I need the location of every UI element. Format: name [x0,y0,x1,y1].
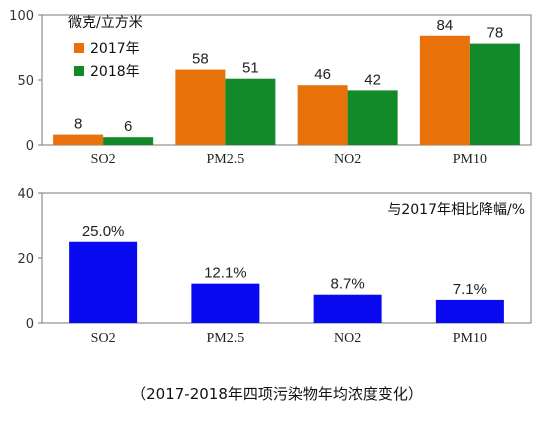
y-tick-label: 0 [26,139,34,154]
bar-no2-2018 [347,90,398,145]
data-label: 8.7% [331,276,365,293]
legend-swatch-2018 [74,66,84,76]
y-tick-label: 0 [26,317,34,332]
data-label: 7.1% [453,281,487,298]
data-label: 42 [364,71,381,88]
y-tick-label: 40 [17,187,34,202]
bar-no2-2017 [297,85,348,145]
category-label: NO2 [334,152,361,167]
top-legend: 2017年 2018年 [74,41,140,80]
y-tick-label: 100 [9,9,34,24]
legend-label-2017: 2017年 [90,41,140,57]
category-label: NO2 [334,331,361,346]
legend-swatch-2017 [74,43,84,53]
category-label: SO2 [91,331,116,346]
bar-so2-2018 [103,137,154,145]
legend-label-2018: 2018年 [90,64,140,80]
data-label: 84 [437,17,454,34]
top-unit-label: 微克/立方米 [68,15,143,31]
category-label: PM10 [453,152,487,167]
data-label: 78 [487,25,504,42]
y-tick-label: 20 [17,252,34,267]
category-label: PM10 [453,331,487,346]
data-label: 25.0% [82,223,125,240]
bar-pm25-2017 [175,69,226,145]
bar-pm25-reduction [191,283,260,323]
data-label: 58 [192,51,209,68]
data-label: 46 [314,66,331,83]
data-label: 8 [74,116,82,133]
bar-pm10-2018 [469,43,520,145]
data-label: 6 [124,118,132,135]
bar-pm10-reduction [435,299,504,323]
bar-so2-reduction [69,241,138,323]
data-label: 51 [242,60,259,77]
bar-so2-2017 [53,134,104,145]
concentration-bar-chart: 微克/立方米 2017年 2018年 0 50 100 8 6 SO2 58 51 PM2.5 4… [9,9,532,167]
category-label: PM2.5 [207,152,245,167]
figure-caption: （2017-2018年四项污染物年均浓度变化） [131,385,423,403]
bar-pm10-2017 [419,35,470,145]
bar-no2-reduction [313,294,382,323]
bottom-series-label: 与2017年相比降幅/% [387,202,525,218]
category-label: SO2 [91,152,116,167]
category-label: PM2.5 [207,331,245,346]
data-label: 12.1% [204,265,247,282]
y-tick-label: 50 [17,74,34,89]
bar-pm25-2018 [225,78,276,145]
reduction-bar-chart: 与2017年相比降幅/% 0 20 40 25.0% SO2 12.1% PM2.5 8.7%… [17,187,532,346]
